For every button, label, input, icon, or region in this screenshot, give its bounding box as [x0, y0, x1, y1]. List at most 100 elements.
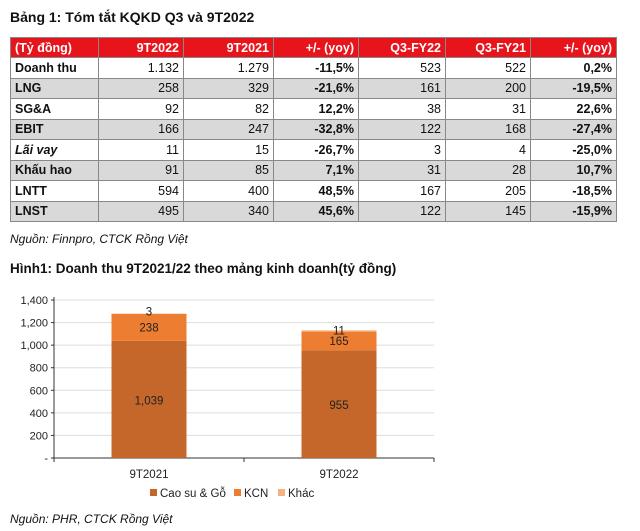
row-label: EBIT	[10, 118, 99, 140]
table-cell: 22,6%	[530, 98, 617, 120]
table-cell: 45,6%	[273, 200, 359, 222]
table-cell: 145	[445, 200, 531, 222]
table-cell: 205	[445, 180, 531, 202]
table-cell: 48,5%	[273, 180, 359, 202]
table-cell: 200	[445, 77, 531, 99]
table-row: Lãi vay 11 15 -26,7% 3 4 -25,0%	[10, 139, 617, 161]
table-cell: 28	[445, 159, 531, 181]
table-cell: 340	[183, 200, 274, 222]
chart-title: Hình1: Doanh thu 9T2021/22 theo mảng kin…	[10, 261, 397, 276]
table-cell: 3	[358, 139, 446, 161]
table-cell: 15	[183, 139, 274, 161]
stacked-bar-chart: - 200 400 600 800 1,000 1,200 1,400 1,039 238 3 9T2…	[20, 295, 435, 500]
table-cell: -27,4%	[530, 118, 617, 140]
table-cell: 82	[183, 98, 274, 120]
legend-swatch	[234, 489, 241, 496]
bar-segment	[301, 331, 377, 351]
row-label: LNST	[10, 200, 99, 222]
table-cell: 122	[358, 118, 446, 140]
y-tick-label: 200	[30, 430, 48, 442]
data-label: 165	[329, 336, 348, 348]
table-cell: 166	[98, 118, 184, 140]
table-cell: 91	[98, 159, 184, 181]
table-row: LNTT 594 400 48,5% 167 205 -18,5%	[10, 180, 617, 202]
data-label: 238	[139, 322, 158, 334]
column-header: 9T2021	[183, 37, 274, 58]
table-cell: 31	[358, 159, 446, 181]
table-cell: 85	[183, 159, 274, 181]
table-cell: 258	[98, 77, 184, 99]
bar-segment	[111, 340, 187, 458]
bar-segment	[301, 330, 377, 332]
y-tick-label: 1,000	[20, 340, 48, 352]
table-cell: 11	[98, 139, 184, 161]
table-cell: 1.279	[183, 57, 274, 79]
table-cell: 523	[358, 57, 446, 79]
bar-segment	[111, 313, 187, 341]
table-cell: 168	[445, 118, 531, 140]
row-label: Doanh thu	[10, 57, 99, 79]
column-header: Q3-FY22	[358, 37, 446, 58]
y-tick-label: 400	[30, 408, 48, 420]
data-label: 3	[146, 307, 152, 319]
table-row: LNG 258 329 -21,6% 161 200 -19,5%	[10, 77, 617, 99]
y-tick-label: 600	[30, 385, 48, 397]
table-cell: 0,2%	[530, 57, 617, 79]
table-source: Nguồn: Finnpro, CTCK Rồng Việt	[10, 232, 188, 246]
data-label: 1,039	[135, 395, 164, 407]
table-cell: 38	[358, 98, 446, 120]
table-cell: -21,6%	[273, 77, 359, 99]
column-header: Q3-FY21	[445, 37, 531, 58]
table-cell: 594	[98, 180, 184, 202]
x-tick-label: 9T2021	[129, 469, 168, 481]
column-header: 9T2022	[98, 37, 184, 58]
table-cell: -19,5%	[530, 77, 617, 99]
table-cell: -11,5%	[273, 57, 359, 79]
table-row: EBIT 166 247 -32,8% 122 168 -27,4%	[10, 118, 617, 140]
table-cell: 167	[358, 180, 446, 202]
column-header: (Tỷ đồng)	[10, 37, 99, 58]
row-label: LNTT	[10, 180, 99, 202]
table-cell: 1.132	[98, 57, 184, 79]
y-tick-label: 1,400	[20, 295, 48, 307]
legend-label: KCN	[244, 488, 268, 500]
table-cell: 12,2%	[273, 98, 359, 120]
table-title: Bảng 1: Tóm tắt KQKD Q3 và 9T2022	[10, 9, 255, 25]
y-tick-label: -	[44, 453, 48, 465]
legend-label: Khác	[288, 488, 314, 500]
table-cell: 329	[183, 77, 274, 99]
column-header: +/- (yoy)	[530, 37, 617, 58]
table-row: Doanh thu 1.132 1.279 -11,5% 523 522 0,2%	[10, 57, 617, 79]
row-label: Lãi vay	[10, 139, 99, 161]
table-cell: 10,7%	[530, 159, 617, 181]
results-table: (Tỷ đồng) 9T2022 9T2021 +/- (yoy) Q3-FY22 Q3-…	[10, 37, 617, 222]
table-row: SG&A 92 82 12,2% 38 31 22,6%	[10, 98, 617, 120]
row-label: SG&A	[10, 98, 99, 120]
table-cell: -15,9%	[530, 200, 617, 222]
row-label: LNG	[10, 77, 99, 99]
legend-swatch	[150, 489, 157, 496]
x-tick-label: 9T2022	[319, 469, 358, 481]
table-cell: -32,8%	[273, 118, 359, 140]
legend-swatch	[278, 489, 285, 496]
table-cell: -18,5%	[530, 180, 617, 202]
y-tick-label: 800	[30, 363, 48, 375]
row-label: Khấu hao	[10, 159, 99, 181]
table-cell: -25,0%	[530, 139, 617, 161]
bar-segment	[301, 350, 377, 458]
y-tick-label: 1,200	[20, 318, 48, 330]
data-label: 11	[333, 325, 345, 337]
table-cell: 247	[183, 118, 274, 140]
table-cell: 122	[358, 200, 446, 222]
table-cell: 31	[445, 98, 531, 120]
table-cell: 522	[445, 57, 531, 79]
table-cell: 4	[445, 139, 531, 161]
data-label: 955	[329, 400, 348, 412]
legend-label: Cao su & Gỗ	[160, 487, 226, 500]
column-header: +/- (yoy)	[273, 37, 359, 58]
chart-source: Nguồn: PHR, CTCK Rồng Việt	[10, 512, 173, 526]
table-row: Khấu hao 91 85 7,1% 31 28 10,7%	[10, 159, 617, 181]
table-cell: 92	[98, 98, 184, 120]
table-cell: 400	[183, 180, 274, 202]
